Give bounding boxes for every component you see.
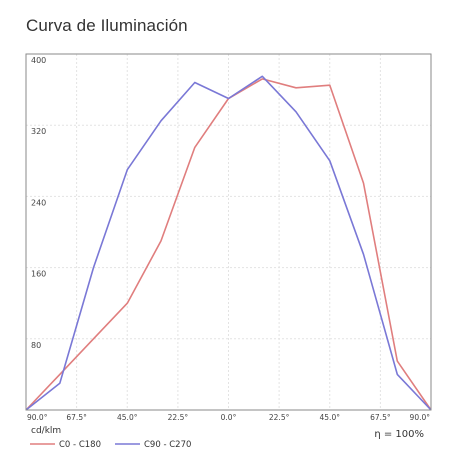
efficiency-label: η = 100% — [374, 429, 424, 440]
series-layer — [25, 75, 432, 411]
x-tick-label: 90.0° — [27, 413, 48, 422]
y-tick-labels: 80 160 240 320 400 — [31, 56, 46, 350]
y-tick-label: 240 — [31, 198, 46, 207]
chart-title: Curva de Iluminación — [26, 16, 188, 35]
x-tick-label: 45.0° — [320, 413, 341, 422]
x-tick-label: 45.0° — [117, 413, 138, 422]
x-tick-label: 22.5° — [168, 413, 189, 422]
legend-label-c0-c180: C0 - C180 — [59, 440, 101, 450]
y-tick-label: 320 — [31, 127, 46, 136]
units-label: cd/klm — [31, 426, 61, 436]
y-tick-label: 400 — [31, 56, 46, 65]
legend-label-c90-c270: C90 - C270 — [144, 440, 191, 450]
y-tick-label: 160 — [31, 270, 46, 279]
x-tick-label: 90.0° — [410, 413, 431, 422]
x-tick-labels: 90.0° 67.5° 45.0° 22.5° 0.0° 22.5° 45.0° 67.5° 9… — [27, 413, 430, 422]
y-tick-label: 80 — [31, 341, 41, 350]
x-tick-label: 22.5° — [269, 413, 290, 422]
x-tick-label: 67.5° — [66, 413, 87, 422]
plot-frame — [25, 53, 432, 411]
x-tick-label: 0.0° — [221, 413, 237, 422]
x-tick-label: 67.5° — [370, 413, 391, 422]
series-line-c90-c270 — [25, 75, 432, 411]
legend: C0 - C180 C90 - C270 — [30, 440, 191, 450]
